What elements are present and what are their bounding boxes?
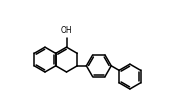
Text: OH: OH — [61, 26, 72, 35]
